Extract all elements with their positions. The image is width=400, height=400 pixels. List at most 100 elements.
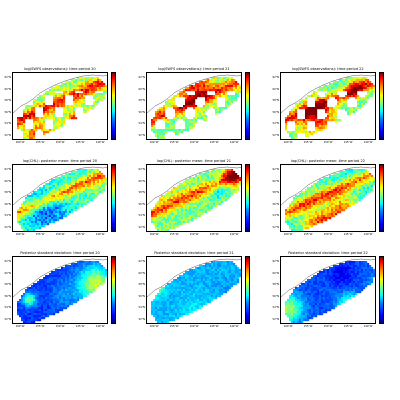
heatmap-cell xyxy=(67,195,70,198)
heatmap-cell xyxy=(59,117,62,120)
heatmap-cell xyxy=(41,313,44,316)
heatmap-cell xyxy=(173,123,176,126)
heatmap-cell xyxy=(71,293,74,296)
heatmap-cell xyxy=(43,189,46,192)
heatmap-cell xyxy=(173,203,176,206)
heatmap-cell xyxy=(95,175,98,178)
heatmap-cell xyxy=(37,291,40,294)
heatmap-cell xyxy=(303,213,306,216)
heatmap-cell xyxy=(47,309,50,312)
heatmap-cell xyxy=(219,201,222,204)
heatmap-cell xyxy=(163,229,166,231)
heatmap-cell xyxy=(185,207,188,210)
heatmap-cell xyxy=(321,187,324,190)
heatmap-cell xyxy=(233,97,236,100)
heatmap-cell xyxy=(315,99,318,102)
heatmap-cell xyxy=(59,87,62,90)
heatmap-cell xyxy=(23,129,26,132)
heatmap-cell xyxy=(33,225,36,228)
heatmap-cell xyxy=(67,283,70,286)
heatmap-cell xyxy=(195,209,198,212)
heatmap-cell xyxy=(85,287,88,290)
heatmap-cell xyxy=(329,87,332,90)
heatmap-cell xyxy=(43,107,46,110)
heatmap-cell xyxy=(337,203,340,206)
heatmap-cell xyxy=(205,99,208,102)
heatmap-cell xyxy=(65,111,68,114)
heatmap-cell xyxy=(315,129,318,132)
heatmap-cell xyxy=(51,215,54,218)
heatmap-cell xyxy=(201,191,204,194)
heatmap-cell xyxy=(229,185,232,188)
heatmap-cell xyxy=(57,179,60,182)
heatmap-cell xyxy=(201,211,204,214)
heatmap-cell xyxy=(219,111,222,114)
heatmap-cell xyxy=(45,277,48,280)
heatmap-cell xyxy=(167,119,170,122)
heatmap-cell xyxy=(51,115,54,118)
heatmap-cell xyxy=(207,199,210,202)
heatmap-cell xyxy=(155,129,158,132)
heatmap-cell xyxy=(299,205,302,208)
heatmap-cell xyxy=(29,201,32,204)
heatmap-cell xyxy=(33,311,36,314)
heatmap-cell xyxy=(295,201,298,204)
heatmap-cell xyxy=(29,293,32,296)
heatmap-cell xyxy=(47,301,50,304)
heatmap-cell xyxy=(81,291,84,294)
heatmap-cell xyxy=(99,179,102,182)
heatmap-cell xyxy=(23,203,26,206)
heatmap-cell xyxy=(65,201,68,204)
heatmap-cell xyxy=(43,205,46,208)
heatmap-cell xyxy=(33,299,36,302)
heatmap-cell xyxy=(181,215,184,218)
heatmap-cell xyxy=(331,109,334,112)
heatmap-cell xyxy=(25,319,28,322)
heatmap-cell xyxy=(105,89,107,92)
heatmap-cell xyxy=(285,119,288,122)
heatmap-cell xyxy=(41,223,44,226)
heatmap-cell xyxy=(209,189,212,192)
heatmap-cell xyxy=(191,101,194,104)
heatmap-cell xyxy=(363,85,366,88)
heatmap-cell xyxy=(327,183,330,186)
heatmap-cell xyxy=(211,79,214,82)
heatmap-cell xyxy=(45,293,48,296)
heatmap-cell xyxy=(75,177,78,180)
heatmap-cell xyxy=(165,201,168,204)
heatmap-cell xyxy=(57,293,60,296)
heatmap-cell xyxy=(321,219,324,222)
heatmap-cell xyxy=(205,103,208,106)
heatmap-cell xyxy=(27,221,30,224)
heatmap-cell xyxy=(47,291,50,294)
heatmap-cell xyxy=(339,99,342,102)
heatmap-cell xyxy=(89,85,92,88)
heatmap-cell xyxy=(187,183,190,186)
heatmap-cell xyxy=(197,209,200,212)
heatmap-cell xyxy=(43,305,46,308)
heatmap-cell xyxy=(221,191,224,194)
heatmap-cell xyxy=(23,315,26,318)
heatmap-cell xyxy=(363,175,366,178)
heatmap-cell xyxy=(311,205,314,208)
heatmap-cell xyxy=(35,311,38,314)
y-tick-label: 62°N xyxy=(4,168,11,171)
heatmap-cell xyxy=(93,195,96,198)
heatmap-cell xyxy=(305,135,308,138)
heatmap-cell xyxy=(167,193,170,196)
heatmap-cell xyxy=(325,97,328,100)
heatmap-cell xyxy=(39,291,42,294)
heatmap-cell xyxy=(345,103,348,106)
heatmap-cell xyxy=(29,319,32,322)
heatmap-cell xyxy=(193,203,196,206)
heatmap-cell xyxy=(39,299,42,302)
heatmap-cell xyxy=(21,125,24,128)
heatmap-cell xyxy=(71,89,74,92)
heatmap-cell xyxy=(19,207,22,210)
heatmap-cell xyxy=(35,121,38,124)
heatmap-cell xyxy=(355,81,358,84)
heatmap-cell xyxy=(31,291,34,294)
heatmap-cell xyxy=(163,197,166,200)
heatmap-cell xyxy=(63,187,66,190)
heatmap-cell xyxy=(85,275,88,278)
